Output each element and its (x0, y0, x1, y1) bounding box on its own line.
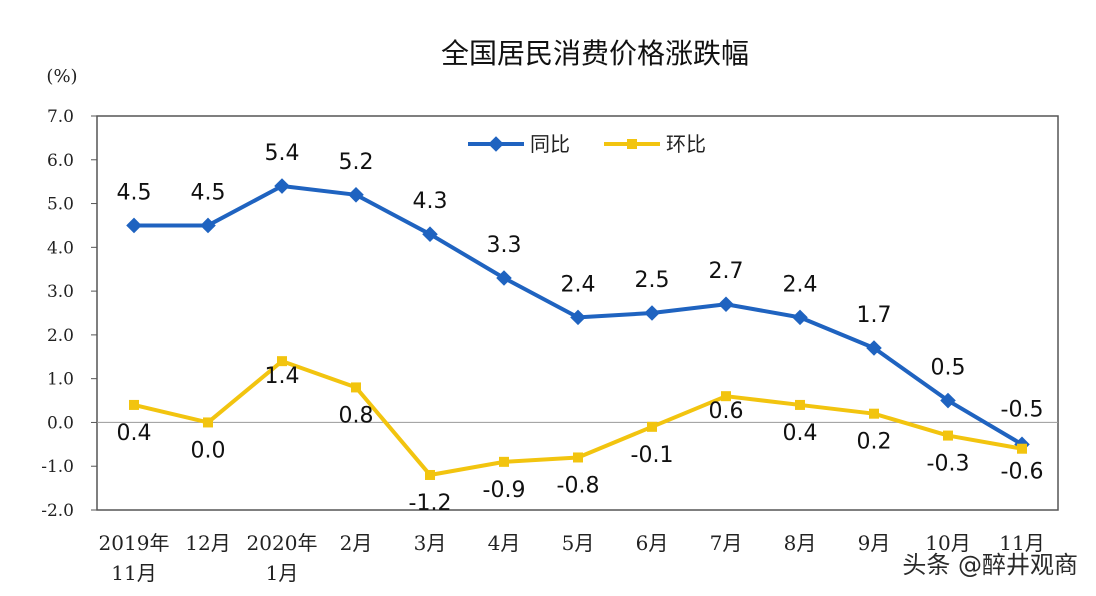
series-point (129, 399, 139, 410)
y-axis-ticks: 7.0 6.0 5.0 4.0 3.0 2.0 1.0 0.0 -1.0 -2.0 (41, 107, 97, 521)
y-tick-label: 0.0 (47, 413, 74, 433)
data-label: 0.5 (931, 356, 966, 381)
series-point (126, 217, 142, 234)
data-label: 4.3 (413, 189, 448, 214)
x-tick-label: 4月 (488, 531, 521, 555)
y-tick-label: 4.0 (47, 238, 74, 258)
x-tick-label: 8月 (784, 531, 817, 555)
legend-marker (627, 139, 637, 149)
series-layer: 4.5 4.5 5.4 5.2 4.3 3.3 2.4 2.5 2.7 2.4 1.7 0.5 -0.5… (117, 141, 1044, 516)
data-label: 2.7 (709, 259, 744, 284)
series-point (792, 309, 808, 326)
legend-marker (488, 136, 504, 152)
series-point (499, 456, 509, 467)
data-label: 1.7 (857, 303, 892, 328)
y-tick-label: 6.0 (47, 151, 74, 171)
legend-label: 环比 (666, 132, 706, 156)
series-point (200, 217, 216, 234)
data-label: 2.4 (783, 272, 818, 297)
watermark-text: 头条 @醉井观商 (902, 551, 1078, 579)
x-tick-label: 2020年 (247, 531, 318, 555)
series-point (869, 408, 879, 419)
data-label: -0.5 (1001, 397, 1044, 422)
data-label: 5.2 (339, 150, 374, 175)
x-tick-label: 2019年 (99, 531, 170, 555)
data-label: 3.3 (487, 233, 522, 258)
series-point (943, 430, 953, 441)
x-tick-label: 10月 (925, 531, 970, 555)
y-tick-label: -1.0 (41, 457, 74, 477)
x-tick-label: 7月 (710, 531, 743, 555)
data-label: 4.5 (191, 180, 226, 205)
series-point (795, 399, 805, 410)
chart-title: 全国居民消费价格涨跌幅 (441, 37, 749, 70)
x-axis-ticks: 2019年 11月 12月 2020年 1月 2月 3月 4月 5月 6月 7月 8月 9月 10月 11月 (99, 531, 1045, 585)
data-label: 1.4 (265, 364, 300, 389)
series-point (422, 226, 438, 242)
series-point (203, 417, 213, 428)
y-tick-label: 3.0 (47, 282, 74, 302)
data-label: -0.1 (631, 443, 674, 468)
y-tick-label: 1.0 (47, 370, 74, 390)
x-tick-label: 9月 (858, 531, 891, 555)
y-unit-label: (%) (46, 66, 77, 87)
data-label: 0.8 (339, 403, 374, 428)
y-tick-label: -2.0 (41, 501, 74, 521)
plot-area-frame (96, 115, 1059, 511)
legend: 同比 环比 (468, 132, 706, 156)
series-1: 4.5 4.5 5.4 5.2 4.3 3.3 2.4 2.5 2.7 2.4 1.7 0.5 -0.5 (117, 141, 1044, 453)
series-2: 0.4 0.0 1.4 0.8 -1.2 -0.9 -0.8 -0.1 0.6 0.4 0.2 -0.… (117, 356, 1044, 516)
series-point (647, 421, 657, 432)
series-point (570, 309, 586, 326)
series-point (351, 382, 361, 393)
data-label: -0.9 (483, 478, 526, 503)
x-tick-label: 3月 (414, 531, 447, 555)
x-tick-label: 12月 (185, 531, 230, 555)
x-tick-label: 11月 (111, 561, 156, 585)
data-label: 0.6 (709, 399, 744, 424)
x-tick-label: 6月 (636, 531, 669, 555)
data-label: 4.5 (117, 180, 152, 205)
data-label: -0.8 (557, 473, 600, 498)
series-point (425, 469, 435, 480)
x-tick-label: 5月 (562, 531, 595, 555)
x-tick-label: 2月 (340, 531, 373, 555)
series-point (573, 452, 583, 463)
data-label: 0.4 (783, 421, 818, 446)
x-tick-label: 1月 (266, 561, 299, 585)
x-tick-label: 11月 (999, 531, 1044, 555)
series-point (274, 178, 290, 194)
series-point (277, 356, 287, 367)
y-tick-label: 2.0 (47, 326, 74, 346)
legend-label: 同比 (530, 132, 570, 156)
series-point (1017, 443, 1027, 454)
data-label: 5.4 (265, 141, 300, 166)
series-point (718, 296, 734, 313)
series-point (644, 305, 660, 321)
data-label: 0.2 (857, 430, 892, 455)
series-point (348, 187, 364, 203)
data-label: 2.5 (635, 268, 670, 293)
y-tick-label: 5.0 (47, 195, 74, 215)
data-label: -0.3 (927, 452, 970, 477)
data-label: -1.2 (409, 491, 452, 516)
series-point (721, 391, 731, 402)
data-label: 0.4 (117, 421, 152, 446)
data-label: -0.6 (1001, 460, 1044, 485)
data-label: 2.4 (561, 272, 596, 297)
data-label: 0.0 (191, 438, 226, 463)
y-tick-label: 7.0 (47, 107, 74, 127)
